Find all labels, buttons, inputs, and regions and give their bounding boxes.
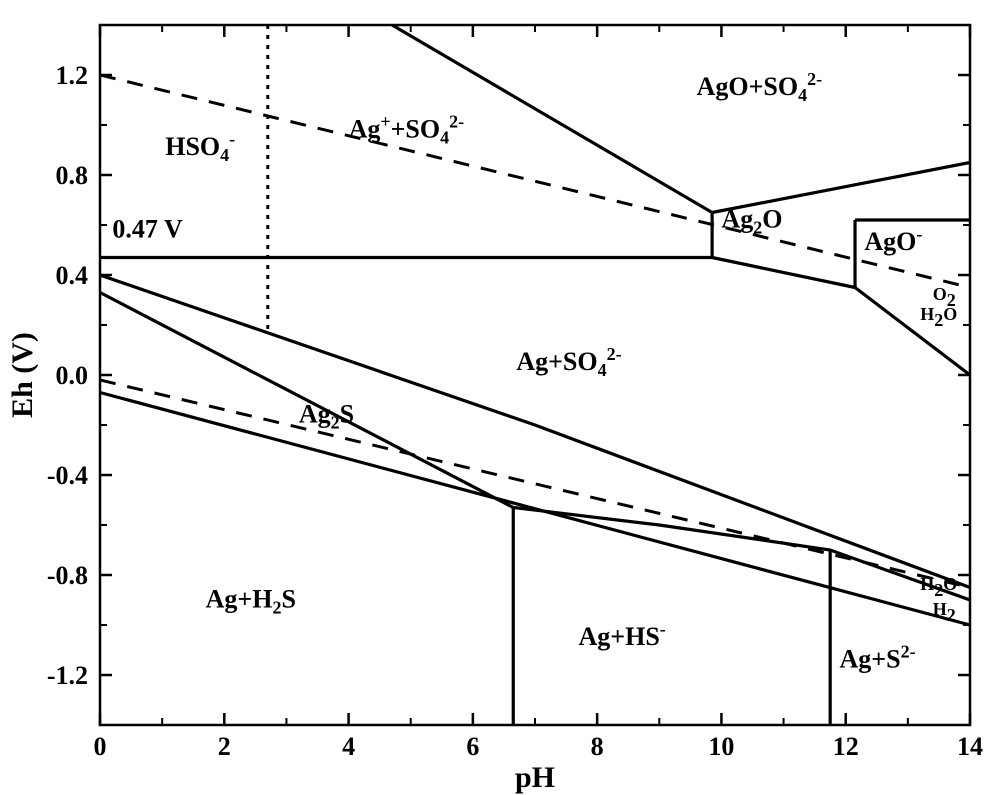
boundary-lowerwedge [100, 293, 970, 601]
x-axis-title: pH [515, 761, 555, 794]
y-axis-title: Eh (V) [6, 332, 39, 418]
x-tick-label: 8 [591, 732, 604, 761]
x-tick-label: 14 [957, 732, 983, 761]
label-agso4: Ag++SO42- [349, 112, 465, 148]
x-tick-label: 2 [218, 732, 231, 761]
label-ago-: AgO- [864, 224, 922, 256]
x-tick-label: 10 [708, 732, 734, 761]
x-tick-label: 6 [466, 732, 479, 761]
x-tick-label: 4 [342, 732, 355, 761]
x-tick-label: 12 [833, 732, 859, 761]
label-agh2s: Ag+H2S [206, 585, 296, 618]
label-ags2: Ag+S2- [840, 642, 916, 674]
label-hso4: HSO4- [165, 129, 235, 165]
y-tick-label: 0.4 [56, 261, 89, 290]
boundary-ag2o-b [712, 258, 855, 288]
label-agoSO4: AgO+SO42- [697, 69, 823, 105]
pourbaix-diagram: { "meta": { "type": "pourbaix-diagram", … [0, 0, 1000, 795]
label-h2o1: H2O [920, 304, 957, 330]
label-h2o2: H2O [920, 574, 957, 600]
y-tick-label: 0.8 [56, 161, 89, 190]
pourbaix-svg: 0 2 4 6 8 10 12 14 -1.2 -0.8 -0.4 0.0 0.4 0.8 1.2 pH Eh … [0, 0, 1000, 795]
label-agso42: Ag+SO42- [516, 344, 621, 380]
stability-H2OH2 [100, 380, 970, 588]
y-tick-label: -0.4 [47, 461, 88, 490]
label-v047: 0.47 V [112, 215, 183, 244]
label-h2: H2 [933, 599, 956, 625]
stability-O2H2O [100, 75, 970, 288]
y-tick-label: 1.2 [56, 61, 89, 90]
label-ag2s: Ag2S [299, 400, 354, 433]
y-tick-label: 0.0 [56, 361, 89, 390]
label-aghs: Ag+HS- [579, 619, 666, 651]
x-tick-label: 0 [94, 732, 107, 761]
label-ag2o: Ag2O [721, 205, 782, 238]
y-tick-label: -1.2 [47, 661, 88, 690]
boundary-upperwedge [100, 275, 970, 588]
y-tick-label: -0.8 [47, 561, 88, 590]
